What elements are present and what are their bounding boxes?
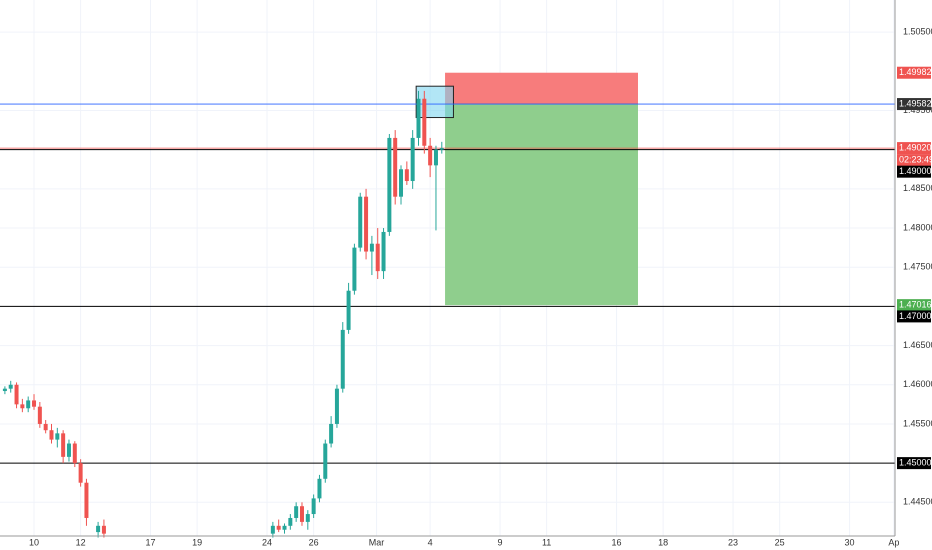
candle-body: [32, 400, 37, 407]
candle-body: [439, 148, 444, 150]
target-label-bg: [897, 299, 931, 312]
highlight-box: [415, 85, 454, 119]
candle-body: [317, 478, 322, 499]
candle-body: [270, 525, 275, 534]
y-tick-label: 1.50500: [903, 27, 932, 37]
target-zone: [445, 104, 638, 306]
candle-body: [404, 169, 409, 182]
price-label: 1.47000: [899, 311, 932, 321]
candle-body: [299, 506, 304, 522]
x-tick-label: 12: [76, 537, 86, 547]
y-tick-label: 1.47500: [903, 262, 932, 272]
stop-label: 1.49982: [899, 67, 932, 77]
x-tick-label: 23: [728, 537, 738, 547]
x-tick-label: 17: [146, 537, 156, 547]
price-label: 1.49582: [899, 98, 932, 108]
candle-body: [305, 514, 310, 522]
candle-body: [78, 463, 83, 483]
candle-body: [66, 443, 71, 457]
candle-body: [393, 137, 398, 197]
candle-body: [387, 137, 392, 232]
candle-body: [20, 404, 25, 409]
candle-body: [282, 525, 287, 530]
candle-body: [288, 517, 293, 526]
x-tick-label: Mar: [369, 537, 385, 547]
stop-zone: [445, 72, 638, 105]
price-label-bg: [897, 457, 931, 470]
countdown: 02:23:49: [899, 154, 932, 164]
candle-body: [55, 433, 60, 440]
candle-body: [311, 498, 316, 515]
x-tick-label: 25: [775, 537, 785, 547]
x-tick-label: 26: [309, 537, 319, 547]
candle-body: [2, 388, 7, 392]
candle-body: [375, 243, 380, 272]
candle-body: [416, 98, 421, 138]
candle-body: [276, 525, 281, 530]
y-tick-label: 1.46000: [903, 379, 932, 389]
x-tick-label: 10: [29, 537, 39, 547]
x-tick-label: 24: [262, 537, 272, 547]
stop-label-bg: [897, 66, 931, 79]
countdown-bg: [897, 154, 931, 167]
x-tick-label: 9: [498, 537, 503, 547]
candle-body: [294, 506, 299, 518]
candle-body: [37, 406, 42, 424]
candle-body: [433, 149, 438, 166]
x-tick-label: 18: [658, 537, 668, 547]
x-tick-label: 19: [192, 537, 202, 547]
price-label-bg: [897, 165, 931, 178]
candle-body: [358, 196, 363, 248]
price-label: 1.49020: [899, 142, 932, 152]
candle-body: [8, 384, 13, 389]
candle-body: [422, 98, 427, 146]
candle-body: [72, 443, 77, 464]
candle-body: [334, 388, 339, 424]
x-tick-label: 11: [542, 537, 551, 547]
candle-body: [49, 430, 54, 440]
price-label-bg: [897, 310, 931, 323]
y-tick-label: 1.48500: [903, 183, 932, 193]
price-label: 1.49000: [899, 166, 932, 176]
candle-body: [369, 243, 374, 252]
price-label: 1.45000: [899, 457, 932, 467]
candle-body: [26, 400, 31, 409]
candle-body: [61, 433, 66, 457]
y-tick-label: 1.45500: [903, 418, 932, 428]
x-tick-label: 4: [428, 537, 433, 547]
candle-body: [340, 329, 345, 389]
y-tick-label: 1.44500: [903, 497, 932, 507]
candle-body: [14, 384, 19, 405]
candle-body: [352, 247, 357, 291]
y-tick-label: 1.46500: [903, 340, 932, 350]
y-tick-label: 1.48000: [903, 222, 932, 232]
price-label-bg: [897, 142, 931, 155]
x-tick-label: Ap: [888, 537, 899, 547]
price-label-bg: [897, 98, 931, 111]
candle-body: [96, 525, 101, 533]
x-tick-label: 16: [612, 537, 622, 547]
candle-body: [381, 231, 386, 272]
candle-body: [428, 145, 433, 166]
candle-body: [364, 196, 369, 252]
candle-body: [101, 525, 106, 534]
candle-body: [43, 423, 48, 431]
x-tick-label: 30: [845, 537, 855, 547]
candle-body: [329, 423, 334, 444]
candle-body: [399, 169, 404, 197]
candle-body: [84, 482, 89, 518]
candle-body: [346, 290, 351, 330]
target-label: 1.47016: [899, 300, 932, 310]
candle-body: [410, 137, 415, 182]
candle-body: [323, 443, 328, 479]
